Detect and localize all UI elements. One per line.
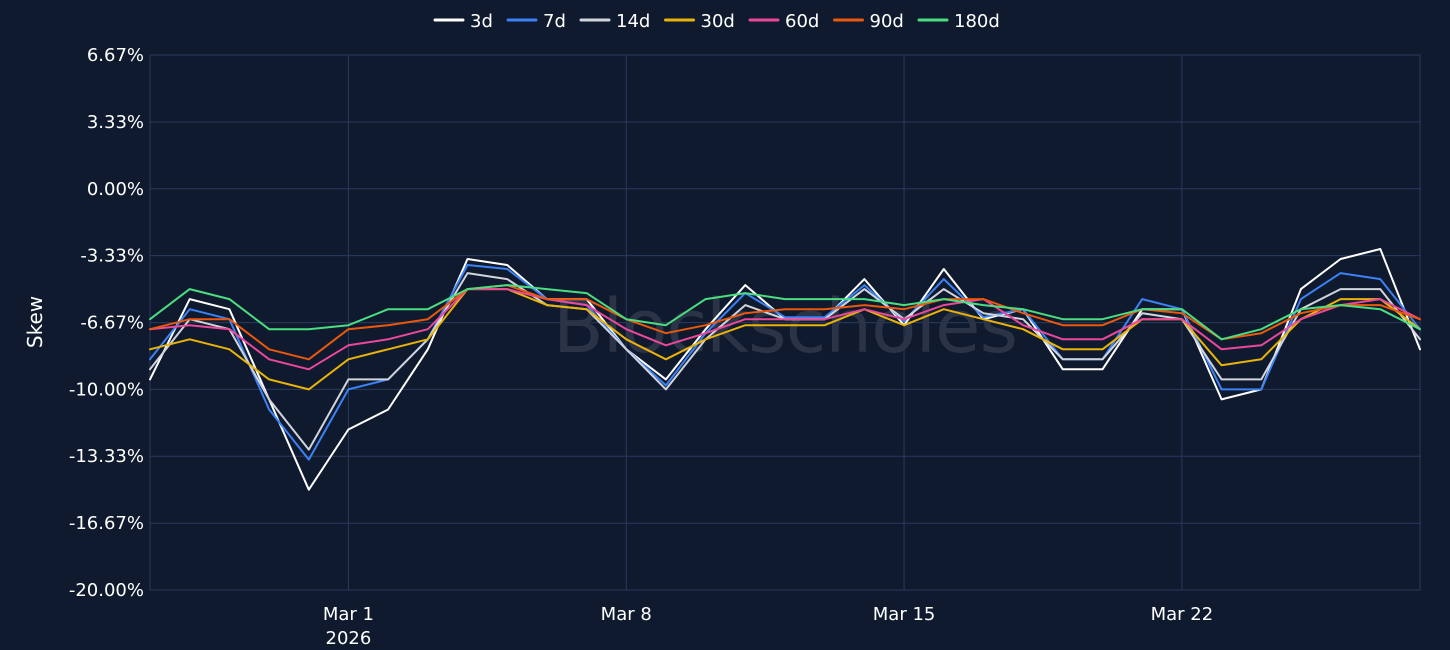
- legend-item-60d[interactable]: 60d: [748, 11, 819, 32]
- legend-item-7d[interactable]: 7d: [506, 11, 566, 32]
- legend-item-3d[interactable]: 3d: [433, 11, 493, 32]
- legend-label-30d: 30d: [701, 11, 735, 32]
- series-line-60d: [149, 288, 1421, 371]
- x-tick-label: Mar 15: [873, 604, 936, 625]
- legend-label-7d: 7d: [543, 11, 566, 32]
- y-tick-label: -3.33%: [80, 246, 144, 267]
- y-tick-label: 3.33%: [87, 112, 144, 133]
- legend-label-14d: 14d: [616, 11, 650, 32]
- legend-item-180d[interactable]: 180d: [917, 11, 1000, 32]
- legend-item-90d[interactable]: 90d: [833, 11, 904, 32]
- x-tick-sublabel: 2026: [326, 628, 372, 649]
- series-line-30d: [149, 288, 1421, 391]
- legend[interactable]: 3d 7d 14d 30d 60d 90d 180d: [433, 11, 1000, 32]
- grid-layer: [149, 54, 1421, 591]
- legend-item-30d[interactable]: 30d: [664, 11, 735, 32]
- y-tick-label: 6.67%: [87, 45, 144, 66]
- series-line-180d: [149, 284, 1421, 341]
- y-tick-label: -10.00%: [69, 379, 144, 400]
- legend-label-90d: 90d: [870, 11, 904, 32]
- legend-label-180d: 180d: [954, 11, 1000, 32]
- legend-label-3d: 3d: [470, 11, 493, 32]
- x-tick-label: Mar 22: [1151, 604, 1214, 625]
- series-layer: [149, 248, 1421, 491]
- y-tick-label: -20.00%: [69, 580, 144, 601]
- x-axis-ticks: Mar 1 2026 Mar 8 Mar 15 Mar 22: [323, 604, 1213, 649]
- y-axis-label: Skew: [23, 296, 47, 348]
- y-axis-ticks: 6.67% 3.33% 0.00% -3.33% -6.67% -10.00% -13.33…: [69, 45, 144, 601]
- legend-item-14d[interactable]: 14d: [579, 11, 650, 32]
- series-line-7d: [149, 264, 1421, 461]
- series-line-90d: [149, 284, 1421, 361]
- y-tick-label: -16.67%: [69, 513, 144, 534]
- y-tick-label: -13.33%: [69, 446, 144, 467]
- y-tick-label: 0.00%: [87, 179, 144, 200]
- x-tick-label: Mar 1: [323, 604, 374, 625]
- x-tick-label: Mar 8: [601, 604, 652, 625]
- y-tick-label: -6.67%: [80, 313, 144, 334]
- legend-label-60d: 60d: [785, 11, 819, 32]
